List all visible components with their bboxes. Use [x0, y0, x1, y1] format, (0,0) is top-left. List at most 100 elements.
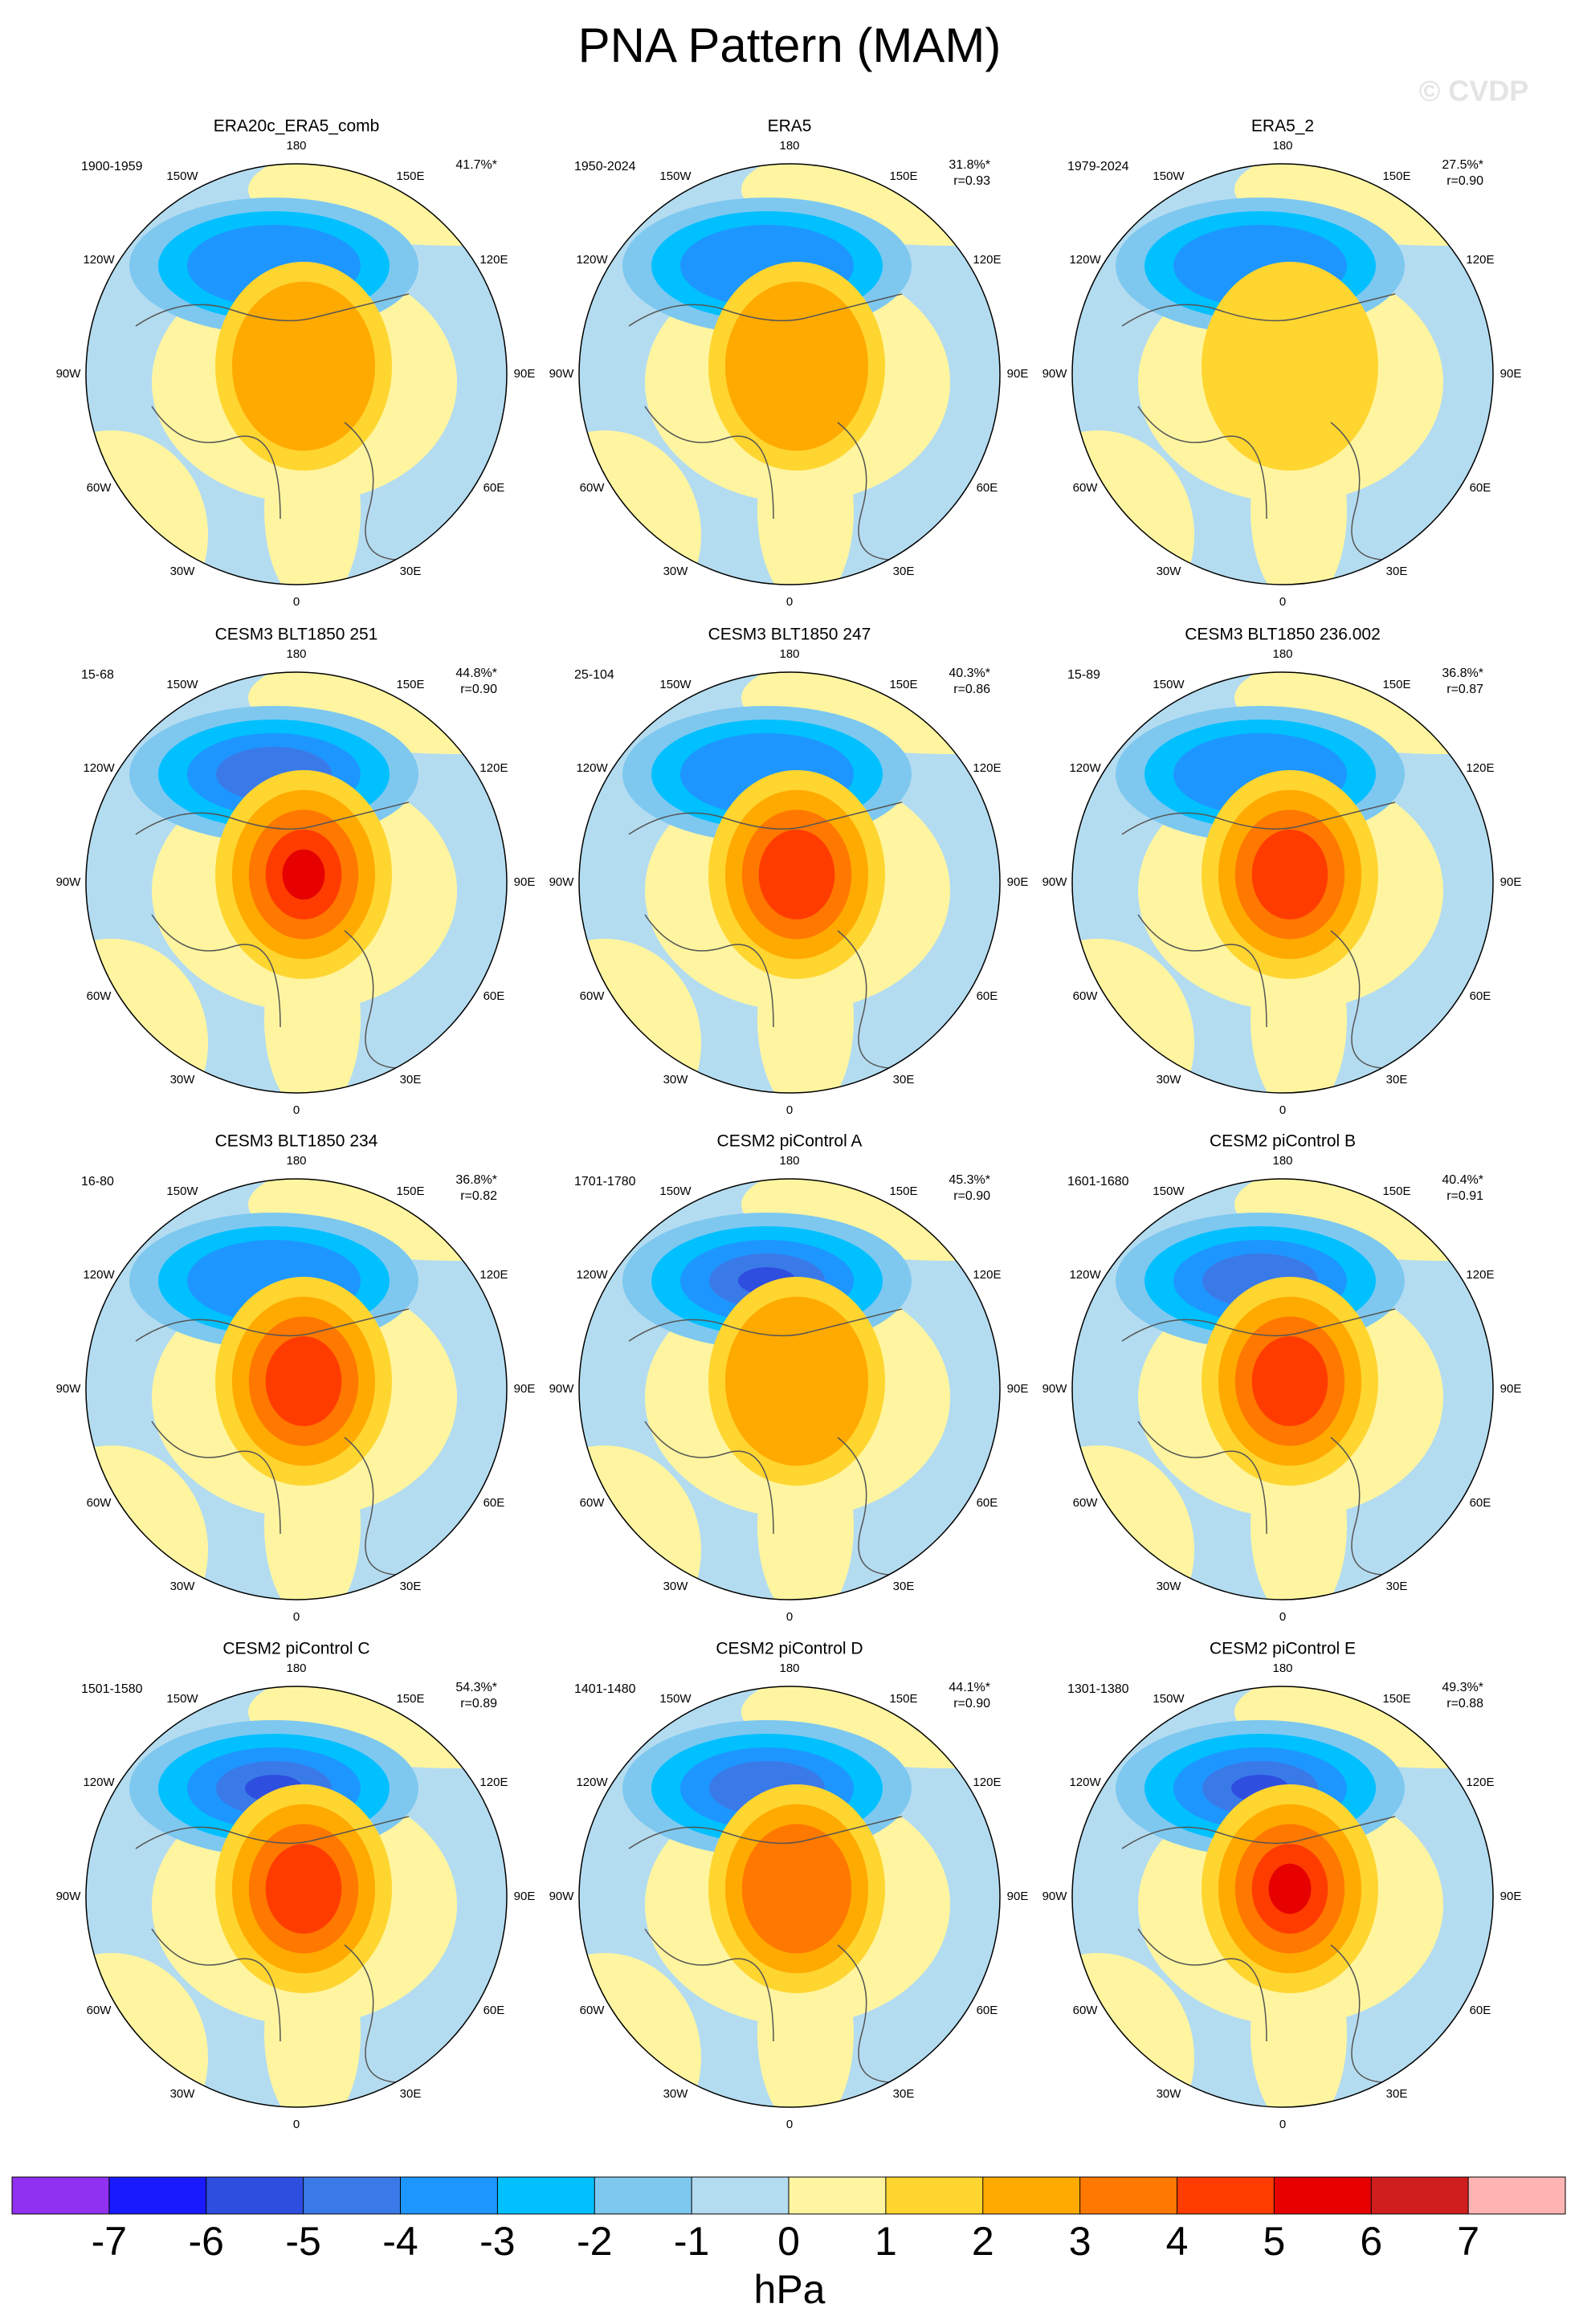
colorbar-box	[692, 2177, 790, 2214]
longitude-label: 120E	[479, 1268, 508, 1282]
longitude-label: 150W	[166, 678, 198, 691]
map-border	[578, 1686, 1001, 2108]
longitude-label: 0	[293, 2118, 300, 2131]
map-border	[1071, 1686, 1494, 2108]
longitude-label: 30W	[170, 565, 196, 578]
panel-percent: 49.3%*	[1442, 1681, 1483, 1694]
longitude-label: 120W	[576, 1268, 608, 1282]
positive-contour	[1251, 1336, 1328, 1426]
panel-percent: 40.4%*	[1442, 1173, 1483, 1187]
longitude-label: 150E	[889, 1692, 917, 1706]
map-border	[85, 163, 508, 585]
panel-title: ERA5	[768, 117, 812, 136]
panel-correlation: r=0.90	[953, 1189, 990, 1203]
longitude-label: 30W	[1157, 565, 1182, 578]
longitude-label: 30W	[1157, 1073, 1182, 1087]
panel-period: 1979-2024	[1067, 160, 1129, 173]
longitude-label: 150W	[166, 1184, 198, 1198]
longitude-label: 60E	[977, 1496, 998, 1510]
longitude-label: 60E	[1470, 2004, 1491, 2017]
longitude-label: 60E	[977, 989, 998, 1003]
longitude-label: 90W	[56, 1890, 82, 1903]
longitude-label: 120W	[83, 761, 115, 775]
map-border	[578, 671, 1001, 1094]
panel-title: CESM2 piControl B	[1210, 1132, 1356, 1151]
longitude-label: 120E	[1466, 1268, 1494, 1282]
panel-correlation: r=0.87	[1446, 683, 1483, 696]
longitude-label: 60W	[1073, 1496, 1099, 1510]
longitude-label: 0	[1279, 1610, 1286, 1624]
longitude-label: 60W	[87, 989, 112, 1003]
longitude-label: 90W	[549, 1382, 575, 1396]
longitude-label: 90W	[1042, 1890, 1068, 1903]
colorbar-unit: hPa	[754, 2267, 826, 2312]
longitude-label: 60E	[977, 2004, 998, 2017]
longitude-label: 120W	[1069, 253, 1101, 267]
longitude-label: 150W	[1153, 678, 1185, 691]
longitude-label: 0	[293, 1610, 300, 1624]
coastline	[628, 1308, 911, 1576]
panel-title: ERA20c_ERA5_comb	[214, 117, 380, 136]
longitude-label: 180	[1272, 139, 1292, 153]
panel-period: 1601-1680	[1067, 1175, 1129, 1189]
positive-contour	[282, 849, 325, 900]
longitude-label: 30E	[400, 1580, 422, 1593]
longitude-label: 90W	[549, 1890, 575, 1903]
positive-contour	[741, 1824, 852, 1954]
positive-region	[1072, 430, 1194, 585]
panel-period: 1950-2024	[574, 160, 636, 173]
longitude-label: 120E	[973, 253, 1001, 267]
longitude-label: 150E	[889, 678, 917, 691]
map	[579, 672, 1000, 1093]
longitude-label: 90E	[1500, 875, 1522, 889]
longitude-label: 120E	[973, 1268, 1001, 1282]
positive-contour	[758, 830, 835, 919]
positive-region	[579, 1445, 701, 1600]
longitude-label: 120E	[1466, 761, 1494, 775]
panel-period: 15-68	[81, 668, 114, 682]
positive-contour	[1268, 1863, 1312, 1914]
longitude-label: 30E	[1386, 1073, 1408, 1087]
positive-region	[86, 1953, 208, 2107]
longitude-label: 90E	[514, 1382, 536, 1396]
longitude-label: 30E	[893, 1580, 915, 1593]
longitude-label: 180	[286, 1154, 306, 1168]
colorbar-box	[1079, 2177, 1177, 2214]
figure-title: PNA Pattern (MAM)	[578, 18, 1002, 72]
panel-period: 15-89	[1067, 668, 1100, 682]
longitude-label: 150W	[659, 1184, 692, 1198]
longitude-label: 180	[286, 139, 306, 153]
longitude-label: 120E	[479, 761, 508, 775]
colorbar-box	[12, 2177, 110, 2214]
panel-correlation: r=0.91	[1446, 1189, 1483, 1203]
longitude-label: 90E	[1007, 875, 1029, 889]
colorbar-label: 1	[875, 2219, 897, 2264]
positive-region	[86, 1445, 208, 1600]
longitude-label: 60W	[580, 481, 606, 495]
positive-contour	[231, 281, 376, 451]
longitude-label: 150E	[396, 1692, 424, 1706]
panel-percent: 41.7%*	[455, 158, 497, 172]
map	[1072, 1686, 1493, 2107]
panel-correlation: r=0.88	[1446, 1697, 1483, 1710]
longitude-label: 90E	[514, 875, 536, 889]
longitude-label: 30W	[170, 1580, 196, 1593]
map	[86, 164, 507, 585]
coastline	[135, 801, 418, 1069]
map-border	[578, 1178, 1001, 1600]
longitude-label: 0	[1279, 2118, 1286, 2131]
map-border	[578, 163, 1001, 585]
colorbar-label: -3	[479, 2219, 515, 2264]
longitude-label: 90E	[514, 1890, 536, 1903]
map	[86, 1686, 507, 2107]
longitude-label: 30W	[663, 1580, 689, 1593]
longitude-label: 90W	[56, 875, 82, 889]
longitude-label: 30W	[1157, 1580, 1182, 1593]
panel-period: 16-80	[81, 1175, 114, 1189]
longitude-label: 150E	[889, 1184, 917, 1198]
longitude-label: 60E	[1470, 481, 1491, 495]
longitude-label: 60W	[580, 989, 606, 1003]
colorbar-box	[1371, 2177, 1469, 2214]
colorbar-label: -5	[285, 2219, 320, 2264]
longitude-label: 180	[1272, 1154, 1292, 1168]
